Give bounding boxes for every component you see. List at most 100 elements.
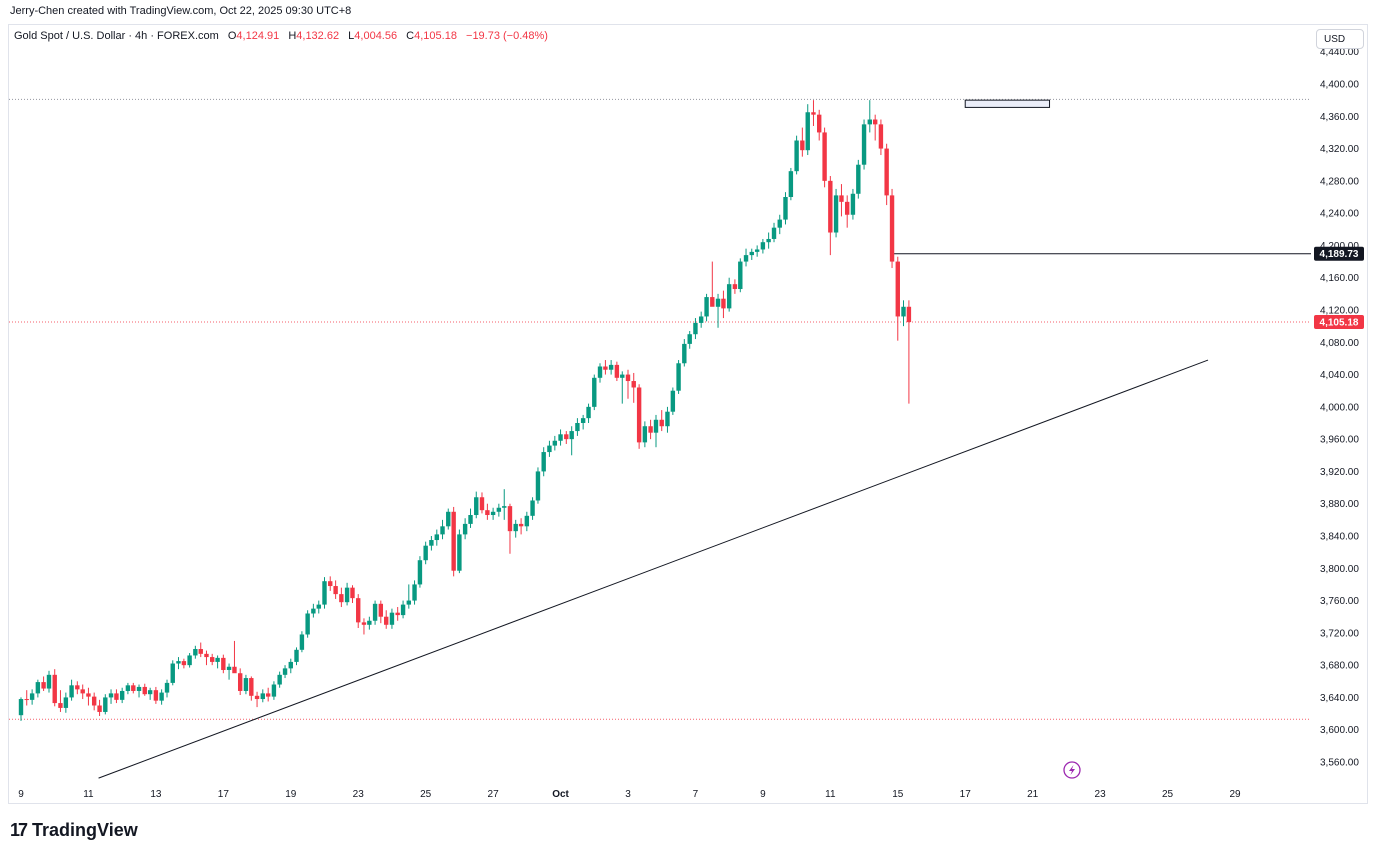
candle-body xyxy=(828,180,833,233)
candle-body xyxy=(299,634,305,650)
candle xyxy=(754,245,760,257)
rectangle-layer[interactable] xyxy=(964,99,1051,108)
candle-body xyxy=(147,690,153,695)
candle xyxy=(367,616,372,630)
candle xyxy=(800,127,805,157)
candle-body xyxy=(693,322,698,335)
candle xyxy=(24,690,29,706)
price-labels: 4,189.73 4,105.18 xyxy=(1314,246,1364,329)
candle xyxy=(704,293,709,322)
candle-body xyxy=(210,657,215,662)
candle xyxy=(350,585,355,603)
candle xyxy=(642,421,648,448)
candle xyxy=(524,511,530,532)
candle-body xyxy=(839,195,844,202)
candle-body xyxy=(423,545,428,561)
candle xyxy=(282,665,288,679)
candle xyxy=(474,491,479,519)
candle xyxy=(889,188,895,269)
candle xyxy=(400,600,406,619)
ascending-trendline[interactable] xyxy=(98,359,1209,779)
candle xyxy=(766,232,771,249)
candle xyxy=(265,687,271,702)
candle xyxy=(631,372,636,403)
candle xyxy=(490,507,496,520)
resistance-rectangle[interactable] xyxy=(964,99,1051,108)
trendline-layer[interactable] xyxy=(98,359,1209,779)
candle-body xyxy=(496,507,502,512)
candle-body xyxy=(648,426,653,433)
y-tick-label: 4,360.00 xyxy=(1320,112,1359,123)
candle xyxy=(569,426,574,456)
price-label-red: 4,105.18 xyxy=(1314,314,1364,329)
candle xyxy=(80,684,85,700)
candle xyxy=(743,248,749,267)
candle-body xyxy=(361,622,367,625)
candle xyxy=(518,518,524,535)
candle-body xyxy=(586,406,591,419)
candle-body xyxy=(136,686,142,691)
candle-body xyxy=(817,114,822,133)
y-tick-label: 4,320.00 xyxy=(1320,144,1359,155)
candle-body xyxy=(513,523,518,532)
candle xyxy=(294,647,299,666)
candle-body xyxy=(243,678,249,691)
candle-body xyxy=(743,255,749,262)
low-value: 4,004.56 xyxy=(354,30,398,42)
candle xyxy=(507,503,513,554)
currency-button[interactable]: USD xyxy=(1316,29,1364,49)
candle-body xyxy=(485,510,490,516)
candle xyxy=(288,658,293,674)
candle-body xyxy=(226,666,232,670)
candle-body xyxy=(558,434,563,441)
candle-body xyxy=(344,587,350,603)
candle xyxy=(884,143,889,206)
y-tick-label: 4,400.00 xyxy=(1320,80,1359,91)
candle-body xyxy=(844,201,850,215)
tradingview-logo[interactable]: 17 TradingView xyxy=(10,820,138,841)
candle xyxy=(603,360,608,375)
candle-body xyxy=(91,696,97,706)
candle xyxy=(204,650,209,666)
candle xyxy=(52,669,57,707)
candle-body xyxy=(766,238,771,243)
candle xyxy=(299,631,305,653)
y-tick-label: 4,000.00 xyxy=(1320,402,1359,413)
candle xyxy=(575,418,580,436)
candle-body xyxy=(749,251,754,256)
candle-body xyxy=(108,693,114,698)
x-tick-label: 23 xyxy=(353,789,365,800)
candle xyxy=(221,654,226,674)
candle xyxy=(502,489,507,520)
candle xyxy=(625,369,631,399)
candle-body xyxy=(788,171,794,197)
candle-body xyxy=(474,497,479,516)
candle xyxy=(749,248,754,260)
lightning-bolt-icon[interactable] xyxy=(1063,761,1081,779)
symbol-name[interactable]: Gold Spot / U.S. Dollar · 4h · FOREX.com xyxy=(14,30,219,42)
y-tick-label: 3,800.00 xyxy=(1320,564,1359,575)
candle-body xyxy=(193,649,198,656)
x-tick-label: 9 xyxy=(760,789,766,800)
candle-body xyxy=(856,164,861,194)
candle-body xyxy=(878,124,884,149)
candle xyxy=(378,600,384,624)
candle-body xyxy=(704,297,709,317)
candle xyxy=(839,184,844,217)
x-axis[interactable]: 9 11 13 17 19 23 25 27 Oct 3 7 9 11 15 17 21 23 25 29 xyxy=(18,789,1241,800)
candle-body xyxy=(367,620,372,625)
candle xyxy=(665,406,670,433)
candle-body xyxy=(822,132,827,181)
candle xyxy=(384,610,389,629)
y-axis[interactable]: 3,560.00 3,600.00 3,640.00 3,680.00 3,720.00… xyxy=(1320,47,1359,768)
candle xyxy=(153,686,159,704)
candle-body xyxy=(24,699,29,701)
candle xyxy=(614,361,620,382)
candle-body xyxy=(142,686,147,695)
candle-body xyxy=(204,653,209,658)
candle xyxy=(75,681,80,695)
candle-body xyxy=(906,306,912,323)
candle-body xyxy=(350,587,355,599)
y-tick-label: 3,960.00 xyxy=(1320,435,1359,446)
